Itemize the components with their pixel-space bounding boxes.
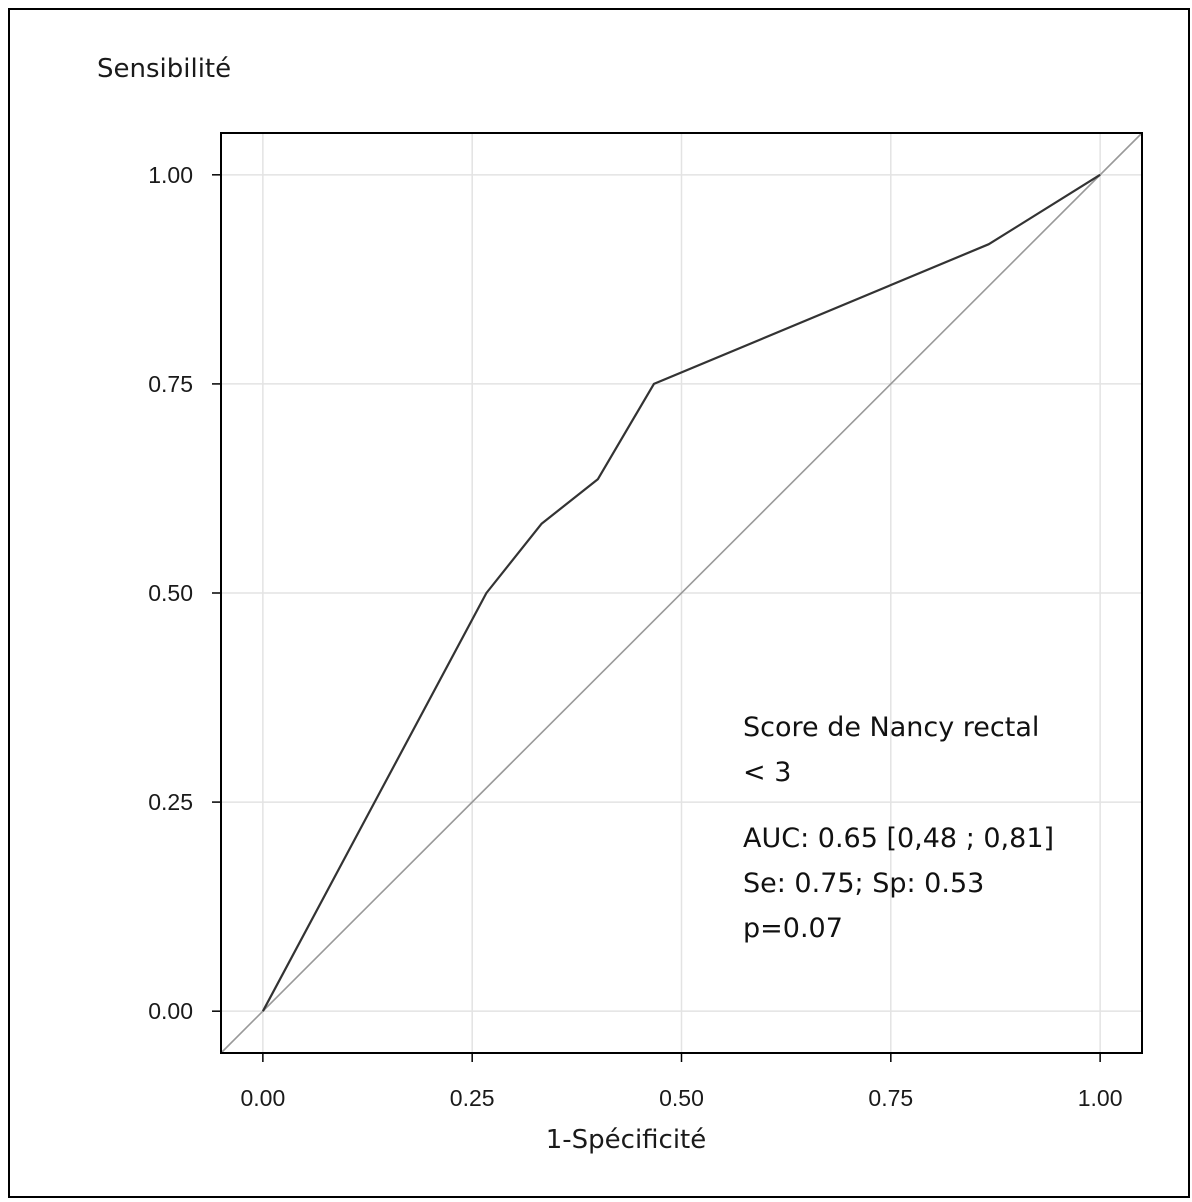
y-tick-label: 0.50 bbox=[148, 580, 193, 606]
annotation-p-value: p=0.07 bbox=[743, 913, 843, 944]
annotation-auc: AUC: 0.65 [0,48 ; 0,81] bbox=[743, 823, 1054, 854]
y-tick-label: 0.75 bbox=[148, 371, 193, 397]
annotation-se-sp: Se: 0.75; Sp: 0.53 bbox=[743, 868, 984, 899]
y-tick-label: 0.25 bbox=[148, 789, 193, 815]
axis-ticks: 0.00 0.25 0.50 0.75 1.00 0.00 0.25 0.50 0.75 1.00 bbox=[148, 162, 1122, 1111]
y-axis-title: Sensibilité bbox=[97, 54, 231, 84]
x-tick-label: 0.25 bbox=[450, 1085, 495, 1111]
x-tick-label: 1.00 bbox=[1078, 1085, 1123, 1111]
x-tick-label: 0.50 bbox=[659, 1085, 704, 1111]
annotation-score-name: Score de Nancy rectal bbox=[743, 712, 1039, 743]
y-tick-label: 1.00 bbox=[148, 162, 193, 188]
roc-curve bbox=[261, 173, 1101, 1012]
x-tick-label: 0.75 bbox=[868, 1085, 913, 1111]
roc-annotation: Score de Nancy rectal < 3 AUC: 0.65 [0,4… bbox=[743, 712, 1054, 944]
grid-lines bbox=[221, 133, 1142, 1053]
figure-frame bbox=[8, 8, 1190, 1198]
x-axis-title: 1-Spécificité bbox=[546, 1125, 707, 1155]
series-layer bbox=[220, 132, 1143, 1054]
y-tick-label: 0.00 bbox=[148, 998, 193, 1024]
x-tick-label: 0.00 bbox=[240, 1085, 285, 1111]
reference-diagonal bbox=[220, 132, 1143, 1054]
annotation-threshold: < 3 bbox=[743, 757, 791, 788]
